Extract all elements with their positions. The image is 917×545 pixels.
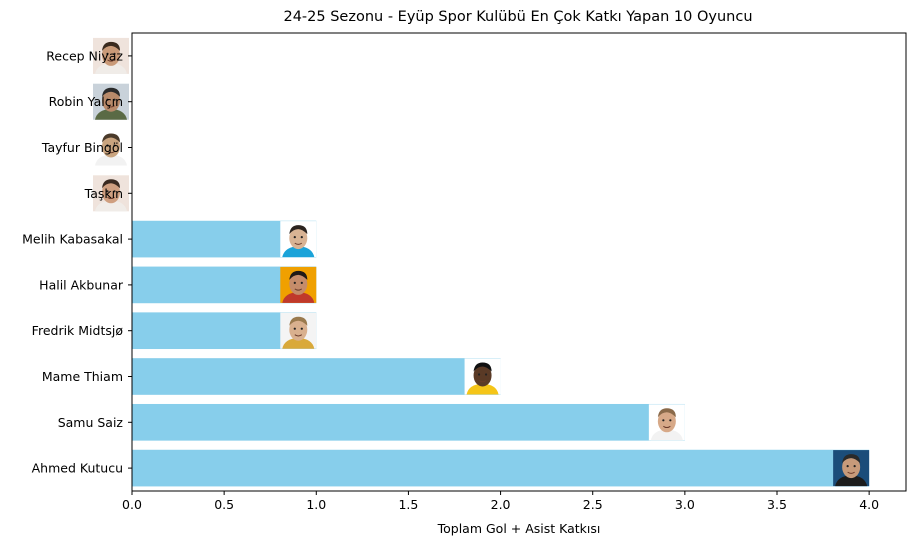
y-tick-label: Mame Thiam bbox=[42, 369, 123, 384]
y-tick-label: Samu Saiz bbox=[58, 415, 124, 430]
y-tick-label: Robin Yalçın bbox=[49, 94, 123, 109]
bar bbox=[132, 358, 501, 395]
player-photo-icon bbox=[93, 175, 129, 212]
player-photo-icon bbox=[93, 83, 129, 120]
player-photo-icon bbox=[93, 37, 129, 74]
y-tick-label: Tayfur Bingöl bbox=[41, 140, 123, 155]
x-axis-label: Toplam Gol + Asist Katkısı bbox=[437, 521, 601, 536]
player-photo-icon bbox=[280, 266, 317, 303]
x-ticks: 0.0 0.5 1.0 1.5 2.0 2.5 3.0 3.5 4.0 bbox=[122, 491, 879, 512]
player-photo-icon bbox=[464, 358, 501, 395]
player-photo-icon bbox=[93, 129, 129, 166]
x-tick-label: 0.0 bbox=[122, 497, 142, 512]
bar bbox=[132, 449, 870, 487]
x-tick-label: 3.0 bbox=[675, 497, 695, 512]
y-tick-label: Fredrik Midtsjø bbox=[32, 323, 124, 338]
player-photo-icon bbox=[648, 404, 685, 441]
player-photo-icon bbox=[280, 221, 317, 258]
player-photo-icon bbox=[280, 312, 317, 349]
x-tick-label: 4.0 bbox=[859, 497, 879, 512]
x-tick-label: 1.0 bbox=[306, 497, 326, 512]
x-tick-label: 1.5 bbox=[398, 497, 418, 512]
x-tick-label: 2.0 bbox=[491, 497, 511, 512]
player-photos-group bbox=[93, 37, 870, 487]
y-tick-label: Ahmed Kutucu bbox=[32, 461, 123, 476]
y-tick-label: Recep Niyaz bbox=[46, 48, 123, 63]
y-tick-labels: Ahmed Kutucu Samu Saiz Mame Thiam Fredrik M… bbox=[22, 48, 132, 476]
x-tick-label: 2.5 bbox=[583, 497, 603, 512]
x-tick-label: 3.5 bbox=[767, 497, 787, 512]
chart-title: 24-25 Sezonu - Eyüp Spor Kulübü En Çok K… bbox=[283, 9, 752, 25]
x-tick-label: 0.5 bbox=[214, 497, 234, 512]
bars-group bbox=[132, 220, 870, 487]
player-photo-icon bbox=[833, 450, 870, 487]
y-tick-label: Halil Akbunar bbox=[39, 277, 124, 292]
bar bbox=[132, 403, 685, 441]
y-tick-label: Taşkın bbox=[84, 186, 123, 201]
y-tick-label: Melih Kabasakal bbox=[22, 232, 123, 247]
plot-frame bbox=[131, 32, 907, 492]
